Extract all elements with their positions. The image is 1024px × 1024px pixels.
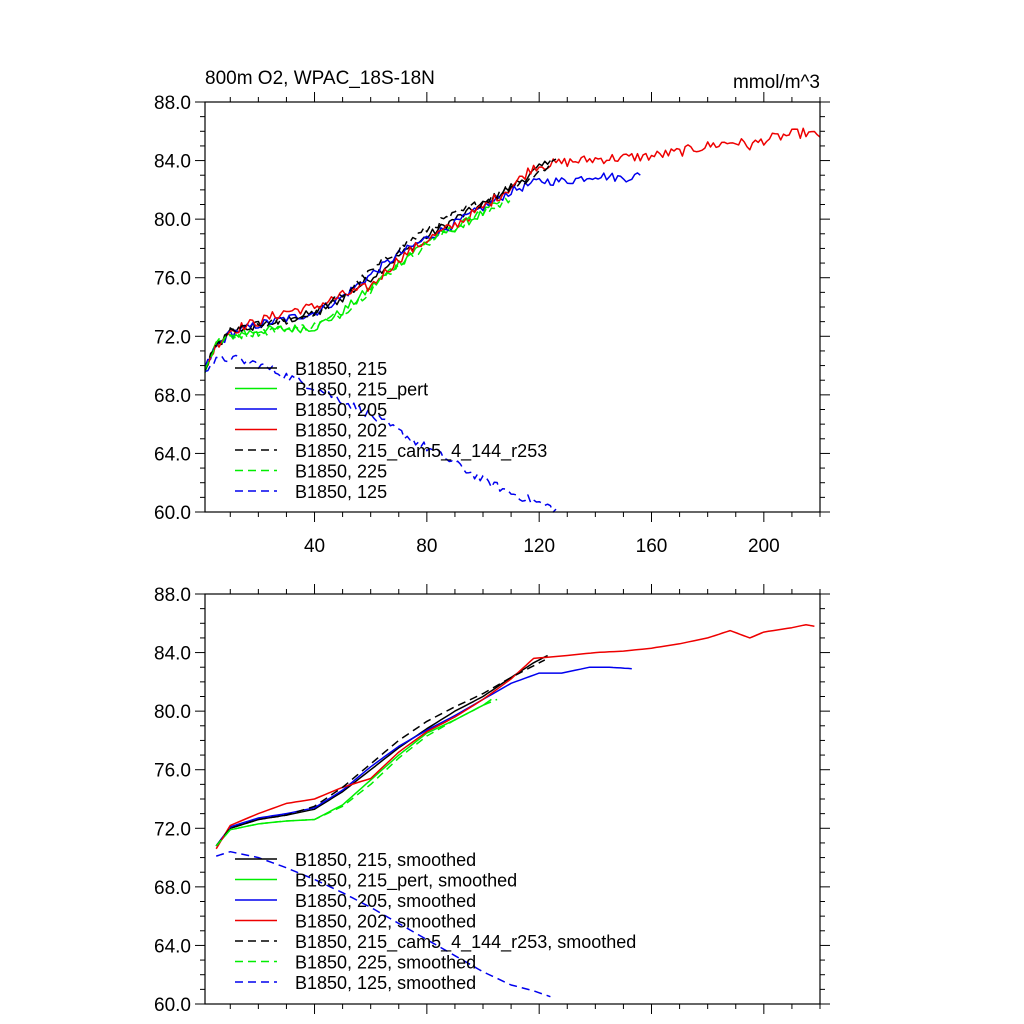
legend-label: B1850, 215_pert [295,380,428,401]
figure-title: 800m O2, WPAC_18S-18N [205,68,435,89]
series-layer [204,127,821,513]
legend-label: B1850, 225 [295,462,387,482]
y-tick-label: 60.0 [154,503,191,524]
y-tick-label: 76.0 [154,269,191,290]
x-tick-label: 80 [416,536,437,557]
legend-label: B1850, 215_cam5_4_144_r253, smoothed [295,932,636,953]
series-layer [215,624,815,998]
series-line-b1850-205 [204,172,641,368]
x-tick-label: 200 [748,536,780,557]
series-line-b1850-205-smoothed [215,666,632,847]
y-tick-label: 76.0 [154,761,191,782]
y-tick-label: 60.0 [154,995,191,1016]
y-tick-label: 84.0 [154,152,191,173]
y-tick-label: 64.0 [154,444,191,465]
legend-label: B1850, 215_pert, smoothed [295,871,517,892]
axes-ticks: 60.0 64.0 68.0 72.0 76.0 80.0 84.0 88.0 [154,584,830,1016]
series-line-b1850-225 [204,197,512,369]
axes-ticks: 60.0 64.0 68.0 72.0 76.0 80.0 84.0 88.0 40 80 120 1… [154,92,830,557]
y-tick-label: 72.0 [154,327,191,348]
y-tick-label: 80.0 [154,210,191,231]
legend-label: B1850, 202 [295,421,387,441]
y-tick-label: 88.0 [154,93,191,114]
legend-label: B1850, 125 [295,482,387,502]
series-line-b1850-125 [204,354,557,513]
series-line-b1850-202-smoothed [215,624,815,850]
x-tick-label: 40 [304,536,325,557]
panel-raw: 60.0 64.0 68.0 72.0 76.0 80.0 84.0 88.0 40 80 120 1… [154,92,830,557]
y-tick-label: 72.0 [154,819,191,840]
series-line-b1850-215-cam5-4-144-r253-smoothed [215,659,546,847]
legend-label: B1850, 202, smoothed [295,912,476,932]
legend-label: B1850, 225, smoothed [295,953,476,973]
legend-label: B1850, 125, smoothed [295,973,476,993]
legend-label: B1850, 205, smoothed [295,891,476,911]
x-tick-label: 160 [636,536,668,557]
y-tick-label: 68.0 [154,386,191,407]
series-line-b1850-215-cam5-4-144-r253 [204,158,557,371]
series-line-b1850-202 [204,127,821,368]
legend-label: B1850, 215_cam5_4_144_r253 [295,441,547,462]
panel-smoothed: 60.0 64.0 68.0 72.0 76.0 80.0 84.0 88.0 B1850, … [154,584,830,1016]
units-label: mmol/m^3 [733,72,820,93]
y-tick-label: 64.0 [154,936,191,957]
y-tick-label: 68.0 [154,878,191,899]
legend-label: B1850, 215, smoothed [295,850,476,870]
legend-label: B1850, 205 [295,400,387,420]
series-line-b1850-225-smoothed [215,698,498,847]
y-tick-label: 88.0 [154,585,191,606]
x-tick-label: 120 [523,536,555,557]
y-tick-label: 80.0 [154,702,191,723]
series-line-b1850-125-smoothed [215,850,551,998]
legend-label: B1850, 215 [295,359,387,379]
series-line-b1850-215-pert-smoothed [215,698,492,847]
y-tick-label: 84.0 [154,644,191,665]
